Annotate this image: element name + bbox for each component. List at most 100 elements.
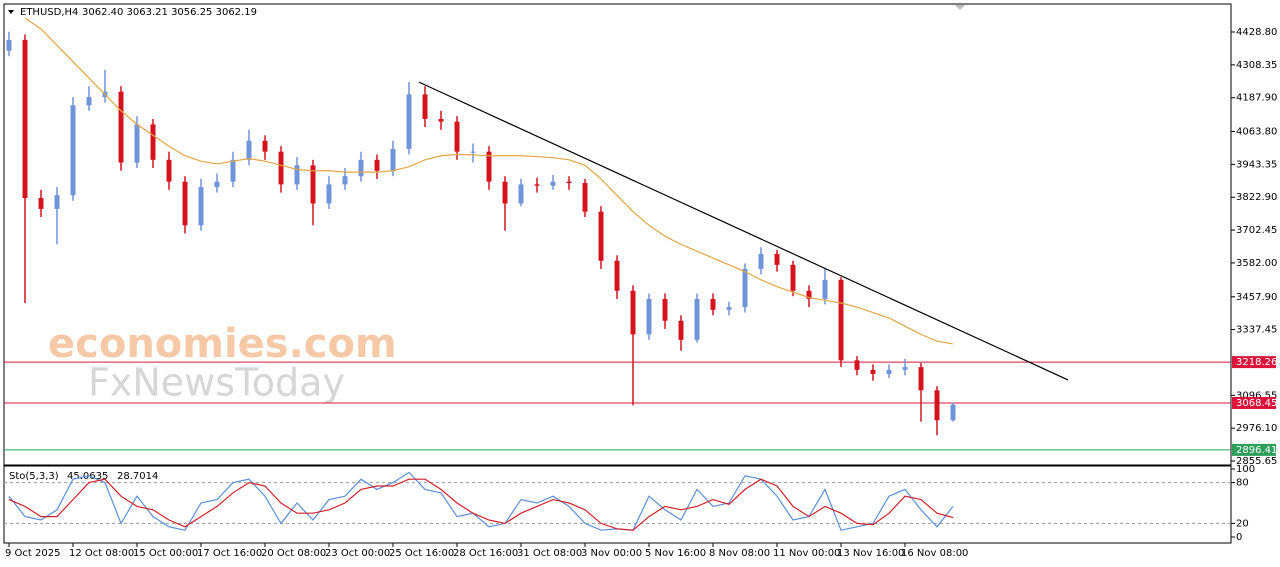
candle-body xyxy=(598,211,604,261)
candle-body xyxy=(646,298,652,335)
candle-body xyxy=(470,151,476,153)
level-label: 3218.26 xyxy=(1236,357,1277,368)
sub-frame xyxy=(3,465,1232,544)
candle-body xyxy=(166,159,172,182)
x-tick-label: 23 Oct 00:00 xyxy=(325,548,390,559)
watermark: economies.com xyxy=(48,321,397,367)
x-tick-label: 28 Oct 16:00 xyxy=(453,548,518,559)
level-label: 3068.45 xyxy=(1236,398,1277,409)
indicator-d: 28.7014 xyxy=(117,471,158,482)
quote: 3062.40 3063.21 3056.25 3062.19 xyxy=(82,7,257,18)
candle-body xyxy=(246,140,252,160)
candle-body xyxy=(630,290,636,335)
candle-body xyxy=(758,253,764,269)
candle-body xyxy=(934,390,940,421)
candle-body xyxy=(886,369,892,374)
candle-body xyxy=(742,268,748,308)
y-tick-label: 3702.45 xyxy=(1236,225,1277,236)
candle-body xyxy=(710,298,716,310)
candle-body xyxy=(870,369,876,374)
y-tick-label: 20 xyxy=(1236,518,1249,529)
candle-body xyxy=(518,184,524,204)
candle-body xyxy=(406,94,412,149)
candle-body xyxy=(534,184,540,186)
candle-body xyxy=(774,253,780,265)
candle-body xyxy=(374,159,380,171)
x-tick-label: 17 Oct 16:00 xyxy=(197,548,262,559)
x-tick-label: 31 Oct 08:00 xyxy=(517,548,582,559)
symbol: ETHUSD,H4 xyxy=(20,7,78,18)
candle-body xyxy=(550,181,556,186)
y-tick-label: 3822.90 xyxy=(1236,192,1277,203)
x-tick-label: 16 Nov 08:00 xyxy=(901,548,968,559)
candle-body xyxy=(214,181,220,188)
y-tick-label: 4063.80 xyxy=(1236,127,1277,138)
candle-body xyxy=(54,195,60,209)
x-tick-label: 12 Oct 08:00 xyxy=(69,548,134,559)
candle-body xyxy=(70,105,76,196)
candle-body xyxy=(950,404,956,421)
candle-body xyxy=(390,148,396,171)
indicator-title: Sto(5,3,3) xyxy=(9,471,59,482)
menu-arrow[interactable] xyxy=(8,10,14,14)
candle-body xyxy=(422,94,428,119)
y-tick-label: 4187.90 xyxy=(1236,93,1277,104)
candle-body xyxy=(806,290,812,299)
candle-body xyxy=(262,140,268,152)
level-label: 2896.41 xyxy=(1236,445,1277,456)
trendline xyxy=(418,81,1069,381)
scroll-marker xyxy=(955,5,965,10)
y-tick-label: 0 xyxy=(1236,532,1242,543)
candle-body xyxy=(614,260,620,291)
y-tick-label: 100 xyxy=(1236,464,1255,475)
candle-body xyxy=(6,39,12,51)
candle-body xyxy=(86,97,92,106)
candle-body xyxy=(502,181,508,204)
candle-body xyxy=(790,264,796,291)
y-tick-label: 4308.35 xyxy=(1236,60,1277,71)
candle-body xyxy=(566,181,572,184)
candle-body xyxy=(438,118,444,122)
indicator-line xyxy=(8,478,954,531)
x-tick-label: 25 Oct 16:00 xyxy=(389,548,454,559)
x-tick-label: 20 Oct 08:00 xyxy=(261,548,326,559)
candle-body xyxy=(150,124,156,160)
candle-body xyxy=(822,279,828,299)
level-label-box xyxy=(1232,443,1276,456)
x-tick-label: 8 Nov 08:00 xyxy=(709,548,770,559)
y-tick-label: 3096.55 xyxy=(1236,390,1277,401)
candle-body xyxy=(326,184,332,204)
y-tick-label: 3943.35 xyxy=(1236,159,1277,170)
candle-body xyxy=(726,307,732,310)
candle-body xyxy=(838,279,844,361)
candle-body xyxy=(342,176,348,185)
indicator-line xyxy=(8,471,954,531)
x-tick-label: 15 Oct 00:00 xyxy=(133,548,198,559)
y-tick-label: 2976.10 xyxy=(1236,423,1277,434)
moving-average xyxy=(24,17,954,345)
y-tick-label: 80 xyxy=(1236,478,1249,489)
x-tick-label: 5 Nov 16:00 xyxy=(645,548,706,559)
candle-body xyxy=(310,165,316,204)
candle-body xyxy=(918,367,924,391)
main-frame xyxy=(3,3,1232,466)
candle-body xyxy=(854,360,860,370)
candle-body xyxy=(678,320,684,340)
y-tick-label: 3337.45 xyxy=(1236,325,1277,336)
y-tick-label: 2855.65 xyxy=(1236,456,1277,467)
candle-body xyxy=(230,159,236,182)
candle-body xyxy=(22,39,28,199)
candle-body xyxy=(134,124,140,163)
candle-body xyxy=(486,151,492,182)
candle-body xyxy=(662,298,668,321)
level-label-box xyxy=(1232,396,1276,409)
candle-body xyxy=(118,91,124,163)
candle-body xyxy=(278,151,284,185)
x-tick-label: 9 Oct 2025 xyxy=(5,548,60,559)
x-tick-label: 3 Nov 00:00 xyxy=(581,548,642,559)
candle-body xyxy=(294,165,300,185)
y-tick-label: 3582.00 xyxy=(1236,258,1277,269)
candle-body xyxy=(902,367,908,370)
